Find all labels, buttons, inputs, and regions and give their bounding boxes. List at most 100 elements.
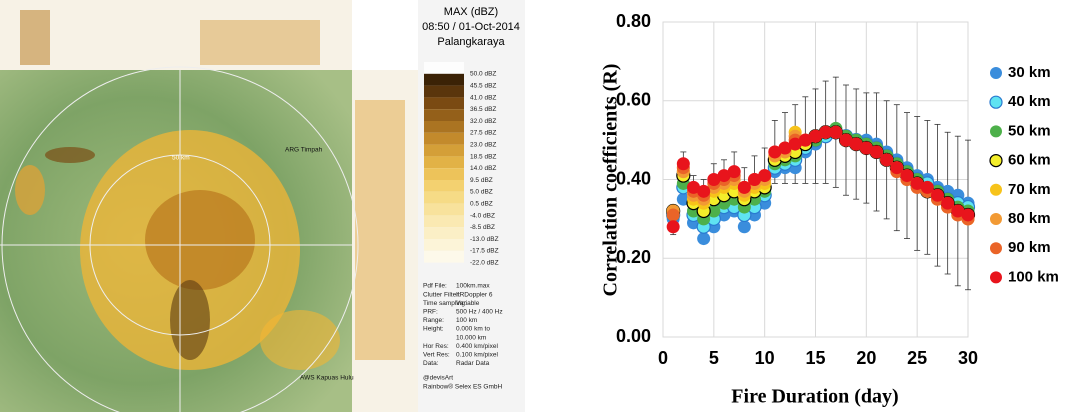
info-text: Vert Res: xyxy=(423,352,450,359)
y-tick-label: 0.40 xyxy=(616,168,651,188)
radar-station: Palangkaraya xyxy=(437,36,505,48)
scale-label: -8.5 dBZ xyxy=(470,224,495,231)
scale-swatch xyxy=(424,86,464,98)
info-text: Data: xyxy=(423,360,439,367)
marker xyxy=(738,220,751,233)
info-text: Radar Data xyxy=(456,360,490,367)
marker xyxy=(728,165,741,178)
radar-legend: MAX (dBZ) 08:50 / 01-Oct-2014 Palangkara… xyxy=(418,0,525,412)
legend-label: 50 km xyxy=(1008,122,1051,139)
scale-swatch xyxy=(424,251,464,263)
scale-swatch xyxy=(424,74,464,86)
legend-marker xyxy=(990,242,1002,254)
scale-swatch xyxy=(424,168,464,180)
map-label: 50 km xyxy=(172,155,190,162)
marker xyxy=(758,169,771,182)
map-label: ARG Timpah xyxy=(285,147,323,154)
marker xyxy=(667,208,680,221)
x-tick-label: 0 xyxy=(658,348,668,368)
legend-label: 90 km xyxy=(1008,239,1051,256)
scale-label: 45.5 dBZ xyxy=(470,83,496,90)
marker xyxy=(880,153,893,166)
marker xyxy=(697,232,710,245)
scale-label: 27.5 dBZ xyxy=(470,130,496,137)
info-text: 0.000 km to xyxy=(456,326,490,333)
scale-label: 41.0 dBZ xyxy=(470,94,496,101)
info-text: Variable xyxy=(456,300,480,307)
marker xyxy=(870,145,883,158)
legend-label: 40 km xyxy=(1008,93,1051,110)
scale-label: 18.5 dBZ xyxy=(470,153,496,160)
scale-label: -4.0 dBZ xyxy=(470,212,495,219)
scale-label: 9.5 dBZ xyxy=(470,177,493,184)
legend-label: 100 km xyxy=(1008,268,1059,285)
y-tick-label: 0.80 xyxy=(616,11,651,31)
info-text: PRF: xyxy=(423,309,438,316)
map-label: AWS Kapuas Hulu xyxy=(300,375,354,382)
info-text: Clutter Filter: xyxy=(423,291,460,298)
scale-swatch xyxy=(424,156,464,168)
info-text: 100 km xyxy=(456,317,477,324)
scale-label: 36.5 dBZ xyxy=(470,106,496,113)
scale-label: 5.0 dBZ xyxy=(470,189,493,196)
radar-title: MAX (dBZ) xyxy=(444,6,498,18)
marker xyxy=(697,185,710,198)
x-axis-title: Fire Duration (day) xyxy=(731,386,898,408)
scale-swatch xyxy=(424,62,464,74)
radar-map: ARG Timpah AWS Kapuas Hulu 50 km xyxy=(0,0,418,412)
figure: ARG Timpah AWS Kapuas Hulu 50 km MAX (dB… xyxy=(0,0,1065,412)
legend-label: 60 km xyxy=(1008,152,1051,169)
marker xyxy=(829,126,842,139)
legend-label: 80 km xyxy=(1008,210,1051,227)
x-tick-label: 15 xyxy=(805,348,825,368)
x-tick-label: 30 xyxy=(958,348,978,368)
x-tick-label: 25 xyxy=(907,348,927,368)
legend-label: 70 km xyxy=(1008,181,1051,198)
scale-swatch xyxy=(424,180,464,192)
scale-swatch xyxy=(424,204,464,216)
scale-swatch xyxy=(424,239,464,251)
scale-label: 32.0 dBZ xyxy=(470,118,496,125)
x-tick-label: 20 xyxy=(856,348,876,368)
scale-label: -13.0 dBZ xyxy=(470,236,499,243)
marker xyxy=(931,189,944,202)
x-tick-label: 10 xyxy=(755,348,775,368)
y-tick-label: 0.20 xyxy=(616,247,651,267)
legend-label: 30 km xyxy=(1008,64,1051,81)
radar-datetime: 08:50 / 01-Oct-2014 xyxy=(422,21,520,33)
info-text: 500 Hz / 400 Hz xyxy=(456,309,503,316)
credit-text: @devisArt xyxy=(423,375,453,382)
y-tick-label: 0.60 xyxy=(616,90,651,110)
x-tick-label: 5 xyxy=(709,348,719,368)
info-text: IIRDoppler 6 xyxy=(456,291,493,298)
scale-swatch xyxy=(424,145,464,157)
info-text: 0.100 km/pixel xyxy=(456,352,498,359)
legend-marker xyxy=(990,155,1002,167)
scale-swatch xyxy=(424,97,464,109)
info-text: 10.000 km xyxy=(456,334,486,341)
marker xyxy=(941,197,954,210)
scale-swatch xyxy=(424,133,464,145)
legend-marker xyxy=(990,96,1002,108)
legend-marker xyxy=(990,184,1002,196)
legend-marker xyxy=(990,271,1002,283)
marker xyxy=(890,161,903,174)
info-text: Height: xyxy=(423,326,444,333)
scale-swatch xyxy=(424,121,464,133)
info-text: 0.400 km/pixel xyxy=(456,343,498,350)
info-text: Pdf File: xyxy=(423,283,447,290)
marker xyxy=(667,220,680,233)
legend-marker xyxy=(990,125,1002,137)
info-text: Range: xyxy=(423,317,444,324)
marker xyxy=(677,157,690,170)
scale-label: 50.0 dBZ xyxy=(470,71,496,78)
scale-label: 23.0 dBZ xyxy=(470,142,496,149)
scale-swatch xyxy=(424,192,464,204)
marker xyxy=(901,169,914,182)
marker xyxy=(921,181,934,194)
scale-swatch xyxy=(424,215,464,227)
scale-swatch xyxy=(424,109,464,121)
scale-label: 14.0 dBZ xyxy=(470,165,496,172)
info-text: 100km.max xyxy=(456,283,490,290)
scale-label: -17.5 dBZ xyxy=(470,248,499,255)
